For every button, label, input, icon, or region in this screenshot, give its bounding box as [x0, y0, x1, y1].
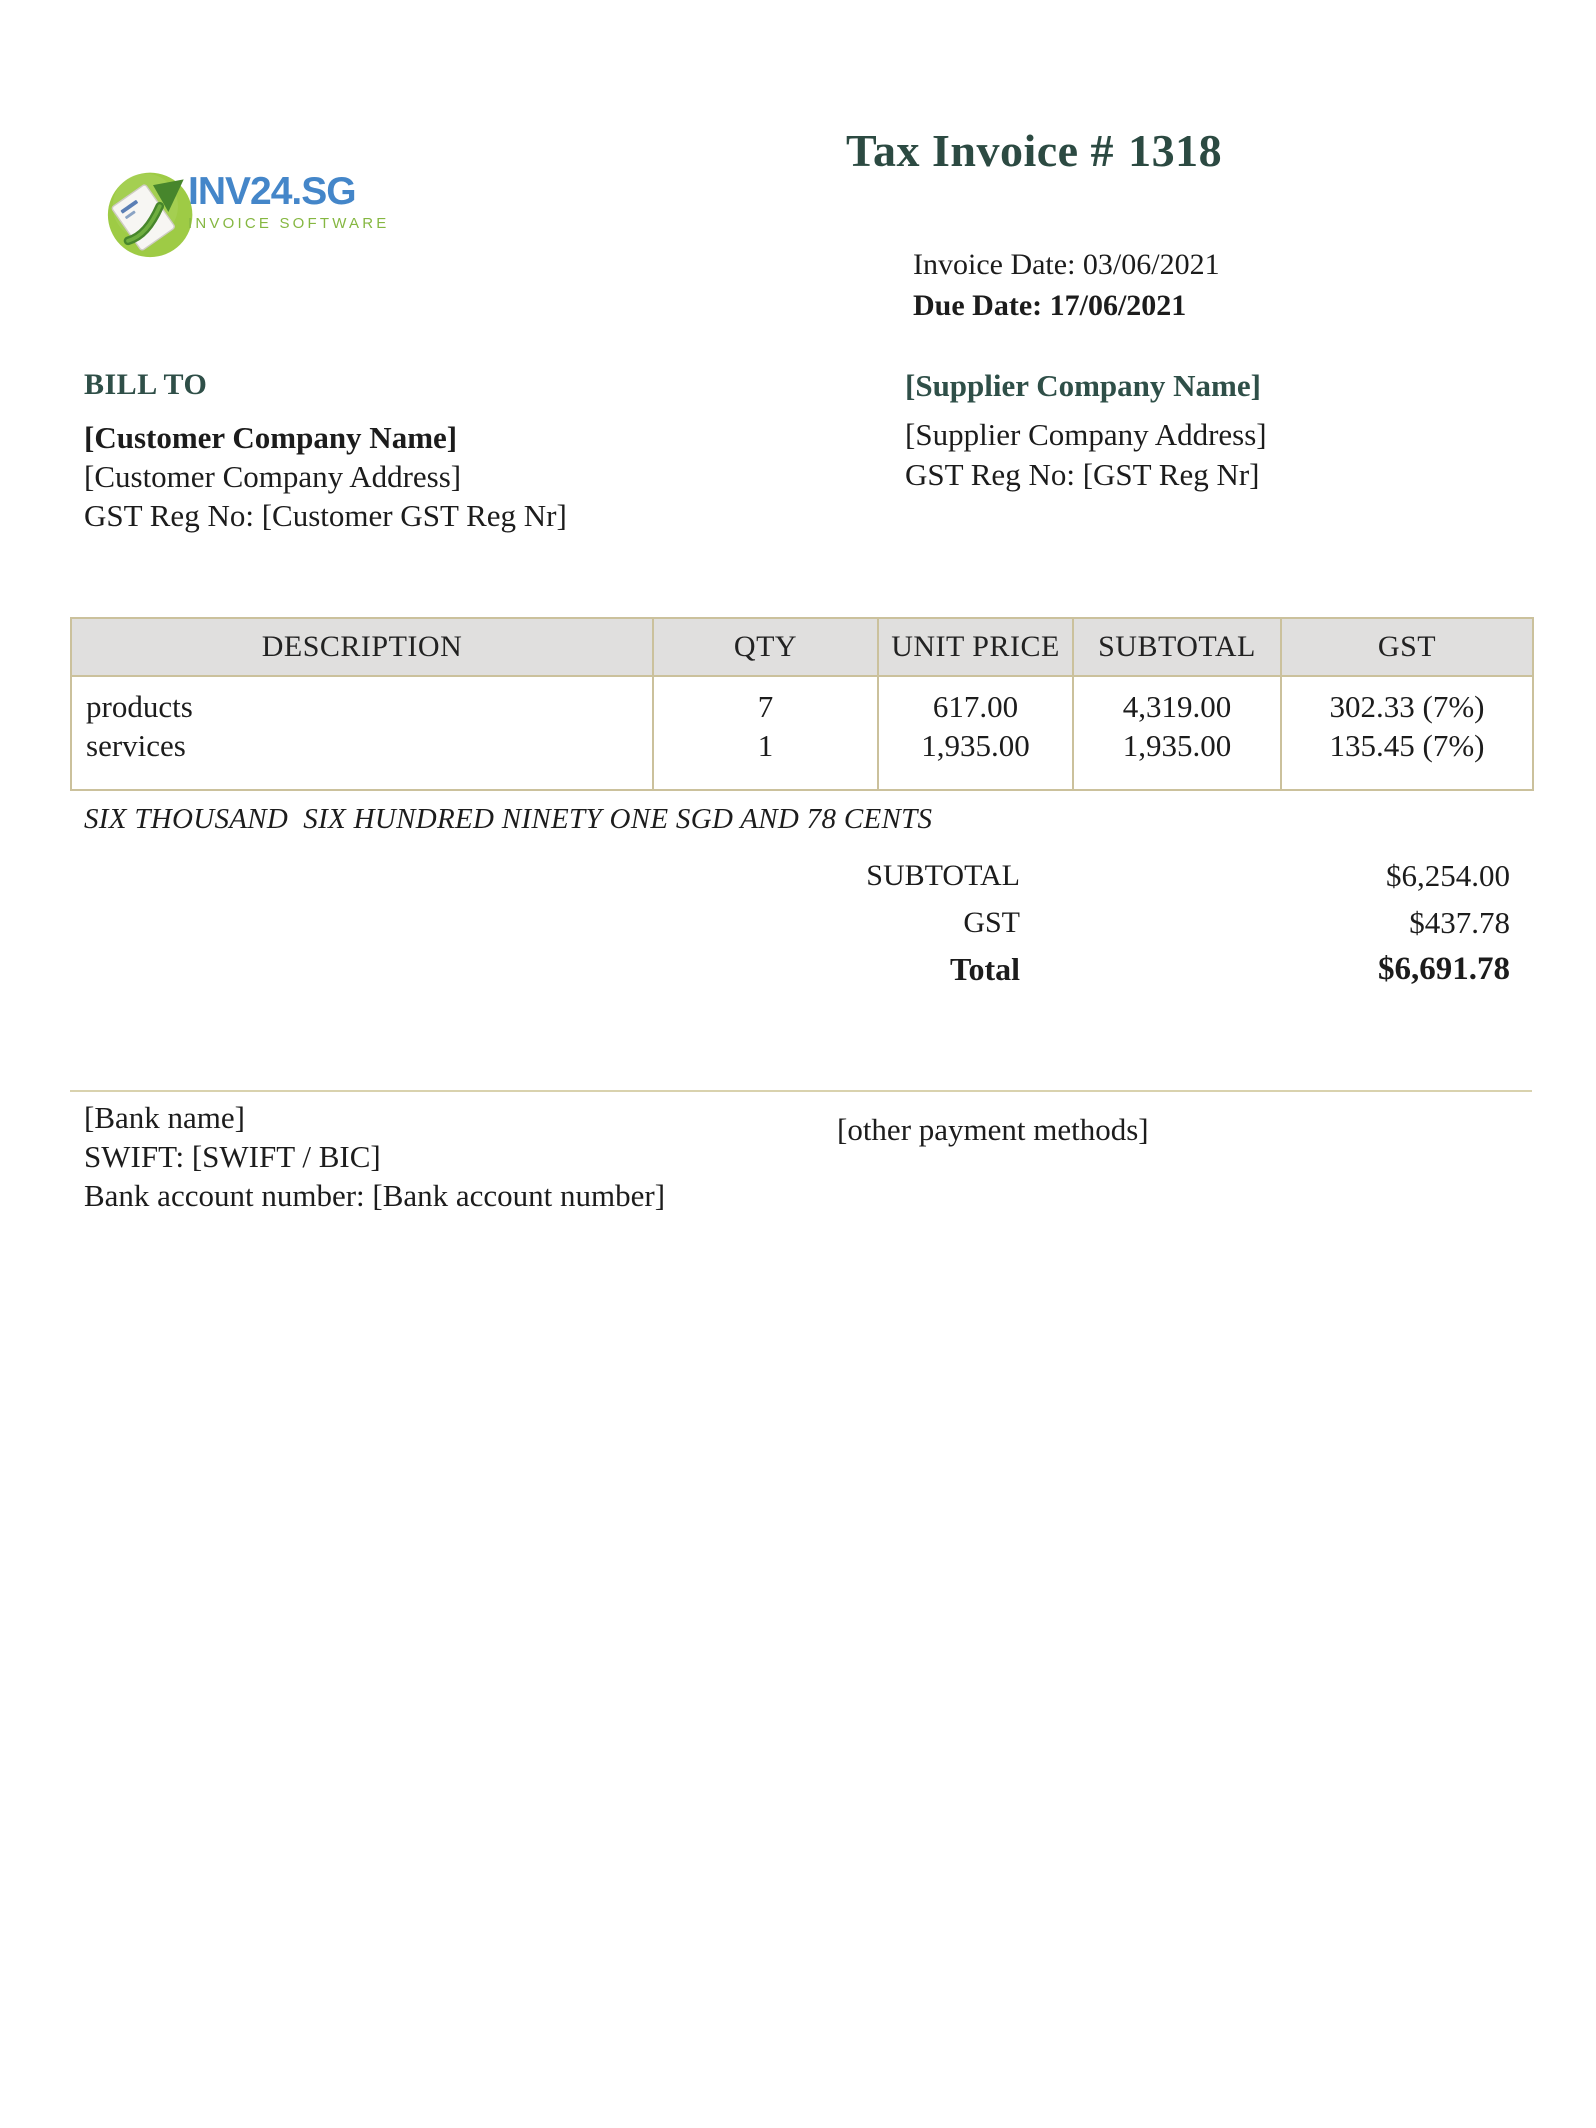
subtotal-label: SUBTOTAL — [866, 859, 1020, 892]
col-header-subtotal: SUBTOTAL — [1072, 617, 1282, 677]
item-description: services — [86, 728, 186, 763]
item-gst: 302.33 (7%) — [1329, 689, 1485, 724]
items-table: DESCRIPTION QTY UNIT PRICE SUBTOTAL GST … — [70, 617, 1534, 791]
unit-price-cell: 617.00 1,935.00 — [877, 675, 1074, 791]
due-date-value: 17/06/2021 — [1049, 289, 1187, 322]
subtotal-cell: 4,319.00 1,935.00 — [1072, 675, 1282, 791]
item-qty: 7 — [757, 689, 774, 724]
gst-value: $437.78 — [1409, 905, 1510, 940]
due-date-label: Due Date: — [913, 289, 1043, 322]
swift-line: SWIFT: [SWIFT / BIC] — [84, 1139, 381, 1174]
col-header-unit-price: UNIT PRICE — [877, 617, 1074, 677]
item-subtotal: 4,319.00 — [1122, 689, 1232, 724]
items-table-header-row: DESCRIPTION QTY UNIT PRICE SUBTOTAL GST — [70, 617, 1534, 677]
item-description: products — [86, 689, 193, 724]
invoice-date-label: Invoice Date: — [913, 248, 1076, 281]
total-value: $6,691.78 — [1378, 951, 1510, 987]
bank-account-line: Bank account number: [Bank account numbe… — [84, 1178, 666, 1213]
supplier-company-address: [Supplier Company Address] — [905, 417, 1267, 452]
bank-details-block: [Bank name] SWIFT: [SWIFT / BIC] Bank ac… — [84, 1098, 665, 1215]
supplier-company-name: [Supplier Company Name] — [905, 368, 1261, 403]
gst-row: GST $437.78 — [810, 899, 1510, 946]
total-row: Total $6,691.78 — [810, 946, 1510, 993]
footer-divider — [70, 1090, 1532, 1092]
col-header-qty: QTY — [652, 617, 879, 677]
item-subtotal: 1,935.00 — [1122, 728, 1232, 763]
invoice-date-line: Invoice Date: 03/06/2021 — [913, 244, 1220, 285]
customer-company-name: [Customer Company Name] — [84, 420, 458, 455]
description-cell: products services — [70, 675, 654, 791]
gst-cell: 302.33 (7%) 135.45 (7%) — [1280, 675, 1534, 791]
subtotal-value: $6,254.00 — [1386, 858, 1510, 893]
customer-block: [Customer Company Name] [Customer Compan… — [84, 418, 567, 535]
invoice-dates: Invoice Date: 03/06/2021 Due Date: 17/06… — [913, 244, 1220, 326]
customer-company-address: [Customer Company Address] — [84, 459, 462, 494]
invoice-paper-arrow-icon — [107, 172, 193, 258]
invoice-date-value: 03/06/2021 — [1082, 248, 1220, 281]
item-gst: 135.45 (7%) — [1329, 728, 1485, 763]
invoice-number: 1318 — [1128, 125, 1223, 176]
col-header-gst: GST — [1280, 617, 1534, 677]
items-table-body-row: products services 7 1 617.00 1,935.00 4,… — [70, 675, 1534, 791]
item-unit-price: 617.00 — [932, 689, 1019, 724]
bill-to-heading: BILL TO — [84, 368, 208, 401]
logo-wordmark: INV24.SG — [188, 170, 357, 213]
subtotal-row: SUBTOTAL $6,254.00 — [810, 852, 1510, 899]
logo-tagline: INVOICE SOFTWARE — [188, 215, 390, 232]
item-unit-price: 1,935.00 — [921, 728, 1030, 763]
total-label: Total — [950, 951, 1020, 987]
gst-label: GST — [963, 906, 1020, 939]
logo-text-block: INV24.SG INVOICE SOFTWARE — [188, 172, 390, 231]
amount-in-words: SIX THOUSAND SIX HUNDRED NINETY ONE SGD … — [84, 803, 933, 835]
inv24-logo: INV24.SG INVOICE SOFTWARE — [104, 164, 390, 260]
page-title-label: Tax Invoice # — [846, 125, 1115, 176]
qty-cell: 7 1 — [652, 675, 879, 791]
item-qty: 1 — [757, 728, 774, 763]
col-header-description: DESCRIPTION — [70, 617, 654, 677]
bank-name-line: [Bank name] — [84, 1100, 245, 1135]
page-title: Tax Invoice # 1318 — [846, 124, 1222, 177]
customer-gst-line: GST Reg No: [Customer GST Reg Nr] — [84, 498, 567, 533]
due-date-line: Due Date: 17/06/2021 — [913, 285, 1220, 326]
totals-block: SUBTOTAL $6,254.00 GST $437.78 Total $6,… — [810, 852, 1510, 993]
other-payment-methods: [other payment methods] — [837, 1112, 1149, 1147]
supplier-block: [Supplier Company Name] [Supplier Compan… — [905, 366, 1267, 495]
supplier-gst-line: GST Reg No: [GST Reg Nr] — [905, 457, 1260, 492]
